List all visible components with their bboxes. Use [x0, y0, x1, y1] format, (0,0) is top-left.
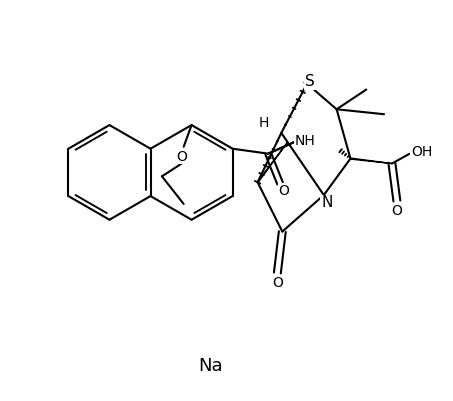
Text: S: S [305, 74, 315, 89]
Text: O: O [279, 184, 289, 198]
Text: O: O [391, 204, 402, 218]
Text: O: O [272, 276, 283, 290]
Text: O: O [176, 150, 187, 164]
Polygon shape [351, 158, 392, 164]
Polygon shape [257, 142, 288, 182]
Text: N: N [321, 195, 333, 211]
Text: NH: NH [294, 134, 315, 148]
Text: OH: OH [411, 145, 432, 159]
Text: H: H [258, 116, 269, 130]
Text: Na: Na [198, 356, 222, 375]
